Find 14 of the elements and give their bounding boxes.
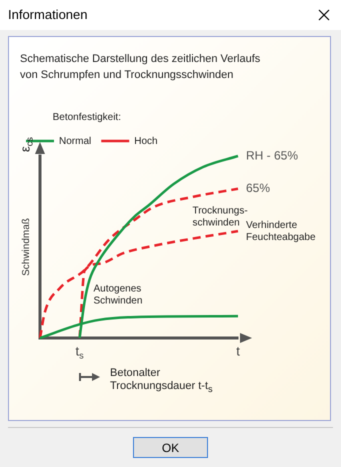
legend-title: Betonfestigkeit: <box>52 112 121 123</box>
annotation: RH - 65% <box>246 148 298 162</box>
chart-title: Informationen <box>8 7 88 22</box>
annotation: Verhinderte Feuchteabgabe <box>246 220 316 243</box>
x-tick-label: t <box>236 344 240 359</box>
legend-label: Normal <box>59 136 92 147</box>
chart-subtitle: Schematische Darstellung des zeitlichen Verlaufs von Schrumpfen und Trocknungsschwinden <box>20 52 260 83</box>
x-axis-title: Betonalter Trocknungsdauer t-t$_{s}$ <box>110 367 213 396</box>
text: OK <box>133 437 208 458</box>
y-axis-title: Schwindmaß <box>20 218 32 276</box>
annotation: 65% <box>246 181 270 196</box>
legend-label: Hoch <box>134 136 158 147</box>
annotation: Autogenes Schwinden <box>93 284 142 307</box>
text: εcs <box>18 136 34 152</box>
